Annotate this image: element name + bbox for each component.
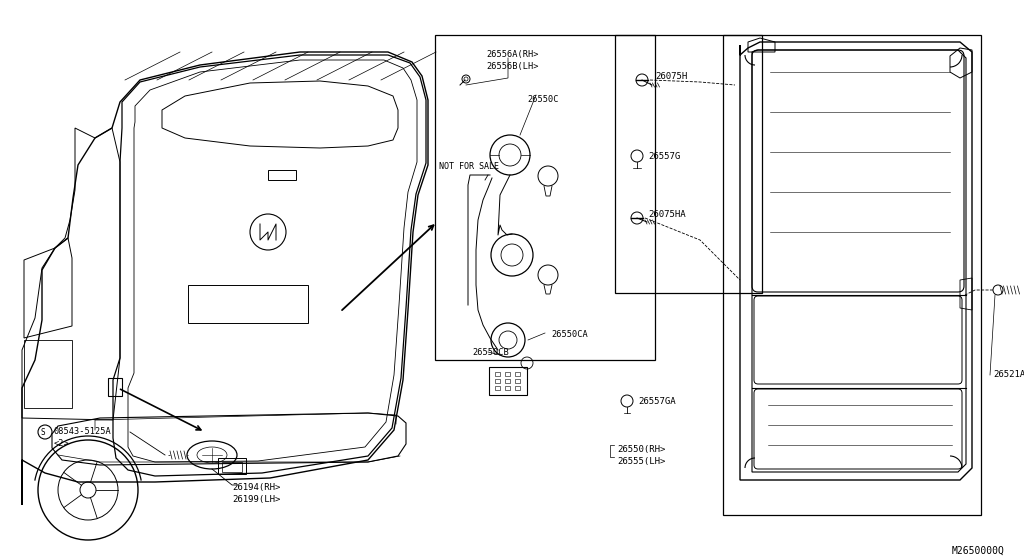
- Text: NOT FOR SALE: NOT FOR SALE: [439, 162, 499, 171]
- Text: 26556B(LH>: 26556B(LH>: [486, 62, 539, 71]
- Bar: [188, 285, 308, 323]
- Bar: [489, 367, 527, 395]
- Bar: [505, 372, 510, 376]
- Bar: [108, 378, 122, 396]
- Bar: [615, 35, 762, 293]
- Text: 26075H: 26075H: [655, 72, 687, 81]
- Bar: [495, 386, 500, 390]
- Text: 26556A(RH>: 26556A(RH>: [486, 50, 539, 59]
- Text: 26555(LH>: 26555(LH>: [617, 457, 666, 466]
- Text: S: S: [41, 428, 45, 437]
- Bar: [495, 372, 500, 376]
- Text: M2650000Q: M2650000Q: [952, 546, 1005, 556]
- Text: 26550C: 26550C: [527, 95, 558, 104]
- Text: 08543-5125A: 08543-5125A: [54, 427, 112, 436]
- Text: 26550(RH>: 26550(RH>: [617, 445, 666, 454]
- Bar: [222, 462, 242, 472]
- Bar: [24, 340, 72, 408]
- Bar: [218, 458, 246, 474]
- Text: <2>: <2>: [54, 439, 70, 448]
- Text: 26550CB: 26550CB: [472, 348, 509, 357]
- Bar: [515, 379, 520, 383]
- Text: 26199(LH>: 26199(LH>: [232, 495, 281, 504]
- Bar: [495, 379, 500, 383]
- Bar: [268, 170, 296, 180]
- Bar: [515, 386, 520, 390]
- Text: 26521A: 26521A: [993, 370, 1024, 379]
- Bar: [505, 379, 510, 383]
- Text: 26557GA: 26557GA: [638, 397, 676, 406]
- Text: 26075HA: 26075HA: [648, 210, 686, 219]
- Bar: [435, 35, 655, 360]
- Text: 26194(RH>: 26194(RH>: [232, 483, 281, 492]
- Bar: [505, 386, 510, 390]
- Bar: [723, 35, 981, 515]
- Text: 26557G: 26557G: [648, 152, 680, 161]
- Bar: [515, 372, 520, 376]
- Text: 26550CA: 26550CA: [551, 330, 588, 339]
